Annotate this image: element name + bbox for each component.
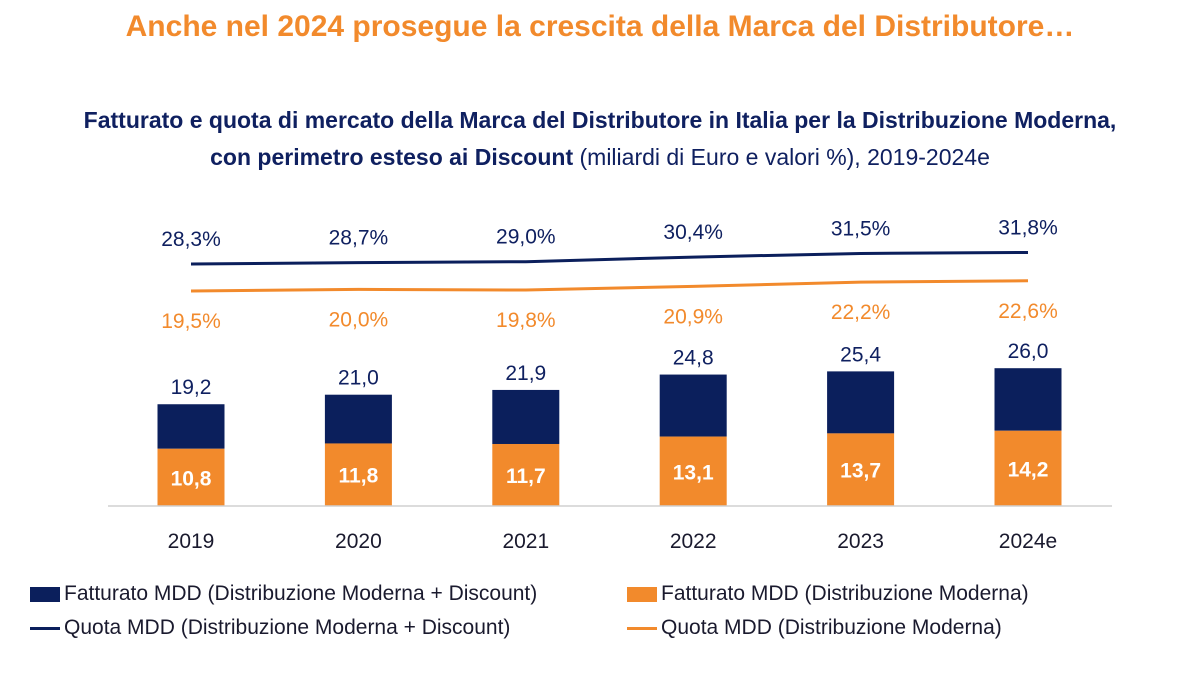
bar-dm-2021: [492, 443, 560, 506]
quota-dm-discount-label-2019: 28,3%: [161, 228, 221, 251]
x-tick-label-2020: 2020: [335, 530, 382, 553]
quota-dm-discount-label-2021: 29,0%: [496, 226, 556, 249]
x-tick-label-2022: 2022: [670, 530, 717, 553]
quota-dm-label-2024e: 22,6%: [998, 300, 1058, 323]
legend-item-quota-dm: Quota MDD (Distribuzione Moderna): [627, 616, 1002, 640]
bar-total-2024e: [994, 368, 1062, 431]
bar-total-label-2023: 25,4: [840, 343, 881, 366]
bar-dm-label-2020: 11,8: [339, 465, 379, 488]
x-tick-label-2019: 2019: [168, 530, 215, 553]
legend-label: Fatturato MDD (Distribuzione Moderna + D…: [64, 582, 538, 605]
subtitle-line-1: Fatturato e quota di mercato della Marca…: [83, 107, 1117, 133]
bar-total-label-2024e: 26,0: [1008, 340, 1049, 363]
page-headline: Anche nel 2024 prosegue la crescita dell…: [125, 10, 1075, 43]
bar-dm-label-2024e: 14,2: [1008, 458, 1049, 481]
legend-swatch-orange-line: [627, 626, 657, 630]
bar-dm-label-2022: 13,1: [673, 461, 714, 484]
quota-dm-discount-label-2022: 30,4%: [663, 221, 723, 244]
bar-total-label-2020: 21,0: [338, 367, 379, 390]
bar-dm-2024e: [994, 430, 1062, 506]
chart-subtitle: Fatturato e quota di mercato della Marca…: [0, 102, 1200, 176]
bar-dm-2023: [827, 433, 895, 506]
legend-swatch-navy-bar: [30, 586, 60, 602]
quota-dm-label-2019: 19,5%: [161, 310, 221, 333]
quota-dm-label-2022: 20,9%: [663, 305, 723, 328]
bar-total-2022: [659, 374, 727, 437]
x-tick-label-2023: 2023: [837, 530, 884, 553]
quota-dm-label-2021: 19,8%: [496, 309, 556, 332]
subtitle-line-2-bold: con perimetro esteso ai Discount: [210, 144, 574, 170]
bar-total-label-2019: 19,2: [171, 376, 212, 399]
bar-total-2019: [157, 404, 225, 449]
quota-dm-discount-label-2024e: 31,8%: [998, 216, 1058, 239]
legend-label: Fatturato MDD (Distribuzione Moderna): [661, 582, 1029, 605]
quota-dm-label-2020: 20,0%: [329, 308, 389, 331]
bar-total-2023: [827, 371, 895, 434]
legend-label: Quota MDD (Distribuzione Moderna + Disco…: [64, 616, 511, 639]
bar-total-label-2021: 21,9: [505, 362, 546, 385]
bar-dm-label-2019: 10,8: [171, 467, 212, 490]
legend-swatch-navy-line: [30, 626, 60, 630]
quota-dm-label-2023: 22,2%: [831, 301, 891, 324]
legend-item-fatturato-dm: Fatturato MDD (Distribuzione Moderna): [627, 582, 1029, 606]
bar-total-label-2022: 24,8: [673, 347, 714, 370]
x-tick-label-2021: 2021: [502, 530, 549, 553]
bar-dm-2020: [324, 443, 392, 506]
legend-item-quota-dm-discount: Quota MDD (Distribuzione Moderna + Disco…: [30, 616, 510, 640]
legend-item-fatturato-dm-discount: Fatturato MDD (Distribuzione Moderna + D…: [30, 582, 537, 606]
bar-dm-label-2023: 13,7: [840, 460, 881, 483]
subtitle-line-2-normal: (miliardi di Euro e valori %), 2019-2024…: [573, 144, 990, 170]
bar-dm-label-2021: 11,7: [506, 465, 546, 488]
quota-dm-discount-label-2023: 31,5%: [831, 217, 891, 240]
bar-total-2020: [324, 394, 392, 444]
legend-swatch-orange-bar: [627, 586, 657, 602]
quota-dm-discount-line: [190, 250, 1029, 266]
quota-dm-line: [190, 279, 1029, 293]
bar-dm-2019: [157, 448, 225, 506]
bar-total-2021: [492, 389, 560, 444]
legend-label: Quota MDD (Distribuzione Moderna): [661, 616, 1002, 639]
x-tick-label-2024e: 2024e: [999, 530, 1057, 553]
quota-dm-discount-label-2020: 28,7%: [329, 227, 389, 250]
bar-dm-2022: [659, 436, 727, 506]
